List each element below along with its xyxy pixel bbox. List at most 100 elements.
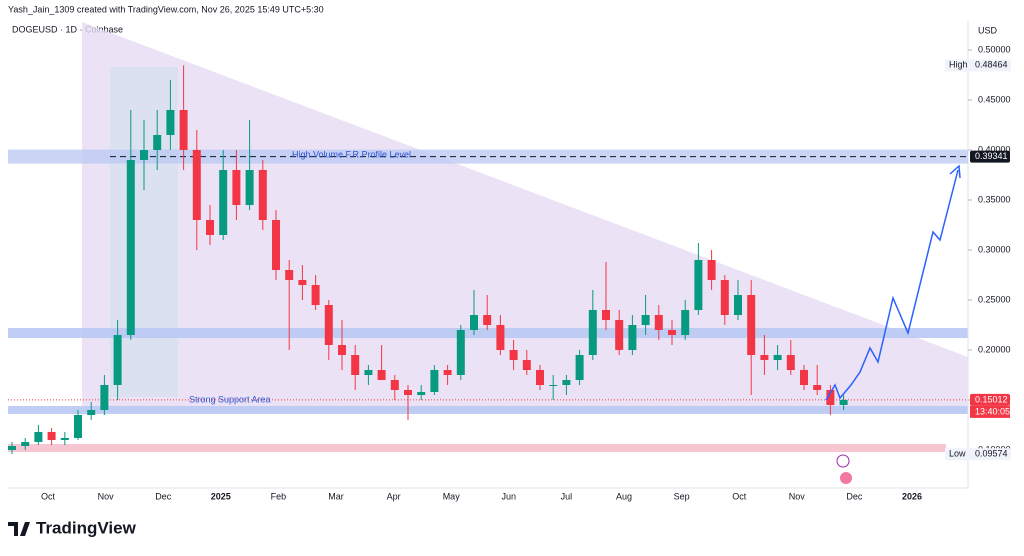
y-tick-label: 0.50000 — [978, 44, 1011, 54]
candle-body — [562, 380, 571, 385]
candle-body — [430, 370, 439, 392]
candle-body — [153, 135, 162, 150]
candle-body — [456, 330, 465, 375]
candle-body — [602, 310, 610, 320]
candle-body — [839, 399, 848, 405]
logo-icon — [8, 522, 30, 536]
y-tick-label: 0.30000 — [978, 244, 1011, 254]
y-tick-label: 0.20000 — [978, 344, 1011, 354]
x-tick-label: Dec — [155, 491, 172, 501]
x-tick-label: 2025 — [211, 491, 231, 501]
y-tick-label: 0.40000 — [978, 144, 1011, 154]
candle-body — [113, 335, 122, 385]
level-price: 0.39341 — [975, 151, 1008, 161]
candle-body — [126, 160, 135, 335]
candle-body — [219, 170, 228, 235]
event-icon — [840, 472, 852, 484]
candle-body — [285, 270, 294, 280]
candle-body — [509, 350, 518, 360]
countdown-box — [970, 405, 1010, 418]
candle-body — [298, 280, 307, 285]
candle-body — [417, 392, 426, 395]
candle-body — [338, 345, 346, 355]
candle-body — [641, 315, 650, 325]
candle-body — [496, 325, 505, 350]
candle-body — [654, 315, 663, 330]
x-tick-label: Jul — [561, 491, 573, 501]
candle-body — [100, 385, 109, 410]
candle-body — [166, 110, 175, 135]
plot: 0.50000 0.45000 0.40000 0.35000 0.30000 0.250… — [8, 44, 1011, 501]
high-marker-label: High — [949, 60, 968, 70]
candle-body — [826, 390, 835, 405]
resistance-zone — [8, 328, 968, 338]
candle-body — [34, 432, 43, 442]
currency: USD — [978, 25, 998, 35]
candle-body — [483, 315, 492, 325]
x-tick-label: May — [443, 491, 461, 501]
candle-body — [47, 432, 56, 440]
countdown: 13:40:05 — [975, 406, 1010, 416]
annotation: High Volume F.R.Profile Level — [292, 149, 411, 159]
high-marker-value: 0.48464 — [975, 60, 1008, 70]
x-tick-label: Aug — [616, 491, 632, 501]
candle-body — [377, 370, 386, 380]
x-tick-label: Mar — [328, 491, 344, 501]
candle-body — [443, 370, 452, 375]
brand: TradingView — [36, 518, 137, 537]
candle-body — [60, 438, 69, 440]
candle-body — [813, 385, 822, 390]
candle-body — [588, 310, 597, 355]
candle-body — [628, 325, 637, 350]
triangle-pattern — [82, 22, 968, 412]
event-icon — [836, 454, 850, 468]
x-tick-label: Dec — [846, 491, 863, 501]
low-marker-box — [945, 448, 1011, 461]
level-price-box — [970, 150, 1010, 163]
candle-body — [87, 410, 96, 415]
candle-body — [668, 330, 676, 335]
candle-body — [364, 370, 373, 375]
annotation: Strong Support Area — [189, 394, 271, 404]
candle-body — [760, 355, 769, 360]
x-tick-label: Apr — [387, 491, 401, 501]
candle-body — [707, 260, 716, 280]
candle-body — [549, 385, 558, 386]
x-tick-label: Jun — [502, 491, 517, 501]
candle-body — [404, 390, 412, 395]
projection-path — [825, 169, 959, 401]
candle-body — [272, 220, 280, 270]
x-tick-label: Nov — [98, 491, 115, 501]
x-tick-label: Oct — [41, 491, 56, 501]
x-tick-label: Feb — [271, 491, 287, 501]
candle-body — [311, 285, 320, 305]
x-tick-label: 2026 — [902, 491, 922, 501]
candle-body — [8, 446, 16, 450]
candle-body — [74, 415, 82, 438]
level-band — [8, 149, 968, 164]
candle-body — [245, 170, 254, 205]
projection-arrow — [949, 164, 961, 179]
logo: TradingView — [8, 518, 137, 537]
last-price: 0.15012 — [975, 394, 1008, 404]
high-marker-box — [945, 59, 1011, 72]
candle-body — [681, 310, 690, 335]
candle-body — [206, 220, 214, 235]
candle-body — [734, 295, 742, 315]
y-tick-label: 0.35000 — [978, 194, 1011, 204]
x-tick-label: Nov — [789, 491, 806, 501]
y-tick-label: 0.25000 — [978, 294, 1011, 304]
chart-title: DOGEUSD · 1D · Coinbase — [12, 24, 123, 34]
candle-body — [179, 110, 188, 150]
candle-body — [470, 315, 478, 330]
candle-body — [536, 370, 544, 385]
candle-body — [324, 305, 333, 345]
candle-body — [800, 370, 808, 385]
candle-body — [21, 442, 30, 446]
header: Yash_Jain_1309 created with TradingView.… — [8, 4, 324, 14]
candle-body — [140, 150, 148, 160]
price-labels: 0.39341 0.15012 13:40:05 High 0.48464 Low 0.09… — [945, 59, 1011, 461]
candle-body — [351, 355, 360, 375]
